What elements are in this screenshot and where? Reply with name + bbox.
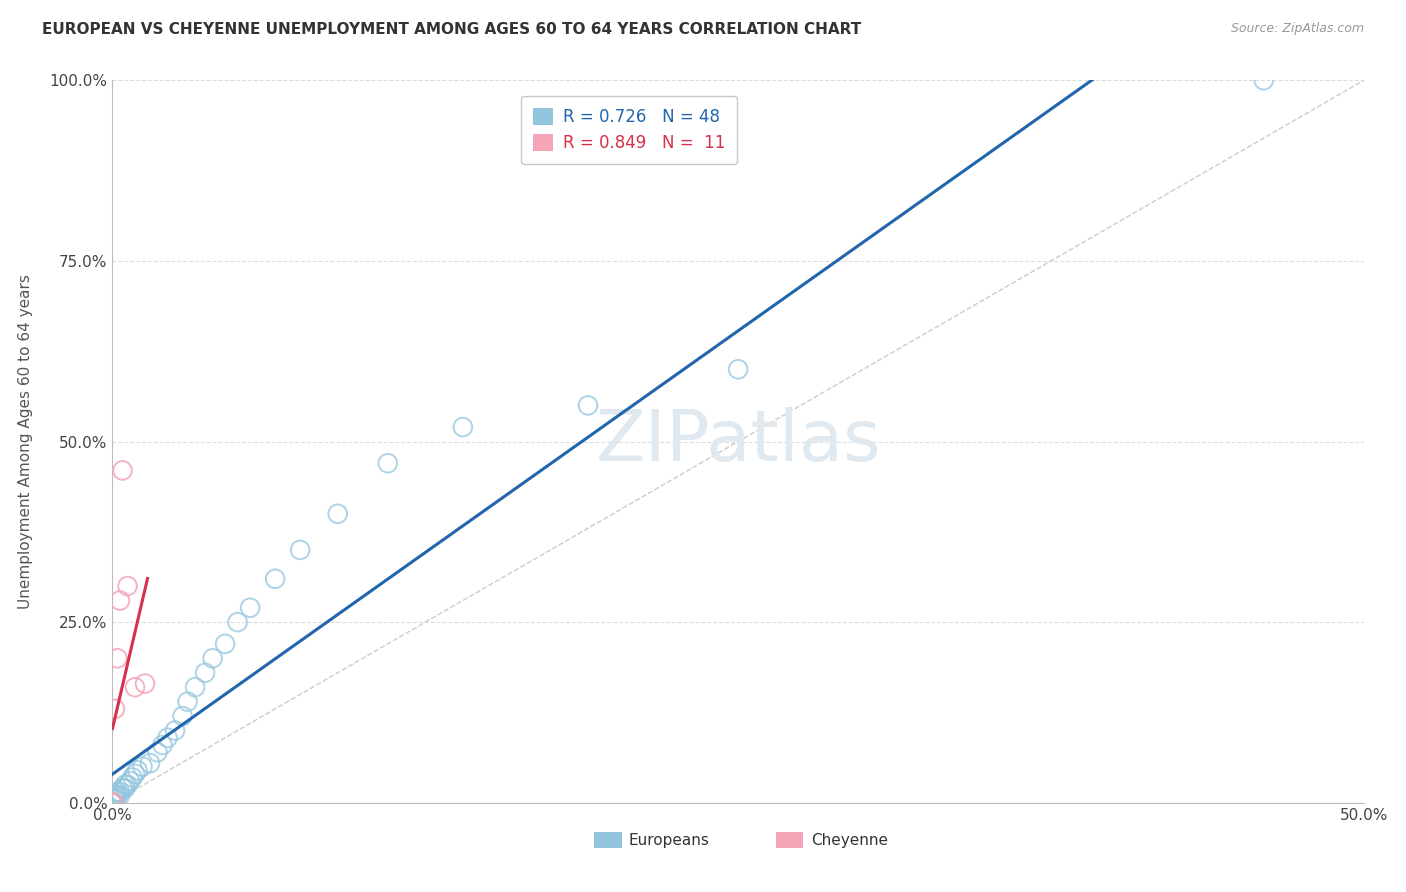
Point [176,695,198,709]
Point [184,680,207,694]
Point [104,790,127,805]
Point [124,767,146,781]
Point [201,651,224,665]
Point [108,593,131,607]
Point [163,723,186,738]
Point [101,792,124,806]
Point [118,774,141,789]
Point [101,796,124,810]
Point [114,778,136,792]
Text: EUROPEAN VS CHEYENNE UNEMPLOYMENT AMONG AGES 60 TO 64 YEARS CORRELATION CHART: EUROPEAN VS CHEYENNE UNEMPLOYMENT AMONG … [42,22,862,37]
Point [114,781,136,796]
Point [124,680,146,694]
Point [108,785,131,799]
Point [156,731,179,745]
Point [101,796,124,810]
Point [214,637,236,651]
Point [101,796,124,810]
Point [152,738,174,752]
Point [326,507,349,521]
Point [111,463,134,477]
Point [101,796,124,810]
Point [104,789,127,803]
Point [1253,73,1275,87]
Point [172,709,194,723]
Point [727,362,749,376]
Point [104,787,127,801]
Bar [776,832,803,848]
Point [117,778,139,792]
Point [111,781,134,796]
Point [239,600,262,615]
Point [104,792,127,806]
Point [134,676,156,690]
Point [108,789,131,803]
Bar [595,832,621,848]
Point [127,764,149,778]
Y-axis label: Unemployment Among Ages 60 to 64 years: Unemployment Among Ages 60 to 64 years [18,274,32,609]
Text: Source: ZipAtlas.com: Source: ZipAtlas.com [1230,22,1364,36]
Point [101,796,124,810]
Point [101,796,124,810]
Point [104,702,127,716]
Point [377,456,399,470]
Legend: R = 0.726   N = 48, R = 0.849   N =  11: R = 0.726 N = 48, R = 0.849 N = 11 [522,95,737,164]
Point [226,615,249,630]
Point [101,796,124,810]
Point [101,796,124,810]
Point [101,796,124,810]
Point [101,796,124,810]
Point [264,572,287,586]
Text: Europeans: Europeans [628,833,709,848]
Point [131,760,153,774]
Point [117,579,139,593]
Point [146,745,169,759]
Point [451,420,474,434]
Point [101,796,124,810]
Point [194,665,217,680]
Text: ZIPatlas: ZIPatlas [595,407,882,476]
Point [101,796,124,810]
Point [290,542,312,557]
Point [101,796,124,810]
Point [121,771,143,785]
Point [107,789,129,803]
Text: Cheyenne: Cheyenne [811,833,887,848]
Point [139,756,162,770]
Point [576,398,599,412]
Point [107,651,129,665]
Point [107,785,129,799]
